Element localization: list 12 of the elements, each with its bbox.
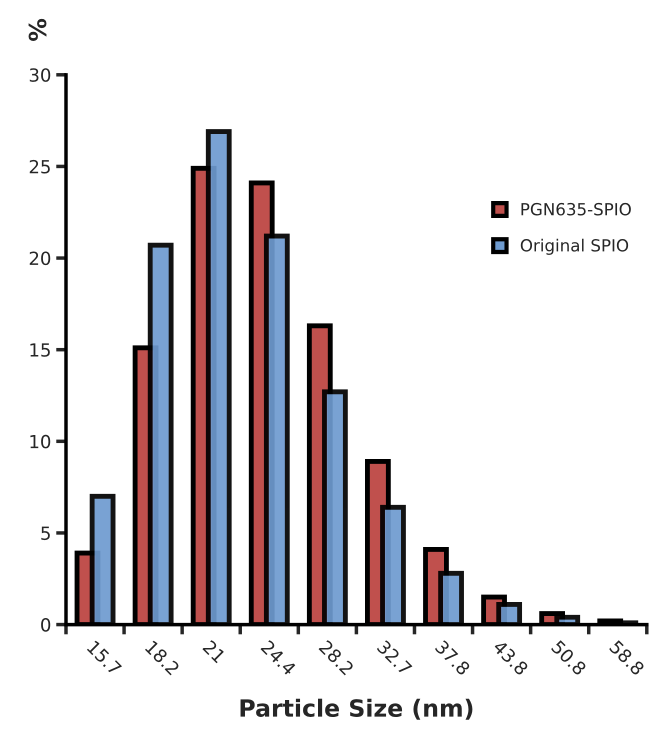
x-tick-label: 21 [202,640,226,664]
y-tick-label: 20 [30,252,50,266]
y-tick-label: 10 [30,434,50,448]
x-axis-title: Particle Size (nm) [240,698,472,720]
legend-label: Original SPIO [520,238,628,255]
y-tick-label: 30 [30,68,50,82]
legend-label: PGN635-SPIO [522,202,631,216]
y-axis-title: % [28,18,46,41]
y-tick-label: 25 [30,160,50,174]
y-tick-label: 0 [41,618,50,632]
y-tick-label: 15 [30,343,50,357]
y-tick-label: 5 [41,526,50,540]
